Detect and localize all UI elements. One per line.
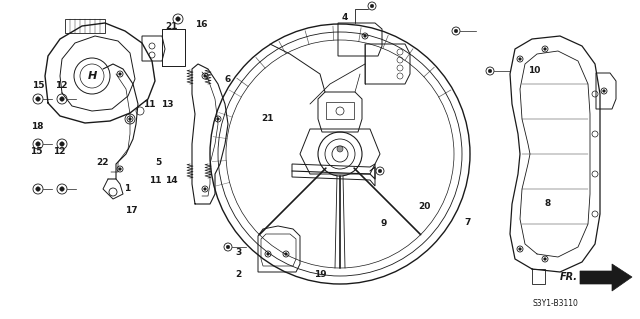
Circle shape (370, 4, 374, 8)
Text: 15: 15 (30, 147, 43, 156)
Text: 7: 7 (464, 218, 470, 227)
Text: FR.: FR. (560, 272, 578, 282)
Circle shape (603, 90, 605, 92)
Circle shape (60, 97, 64, 101)
Circle shape (285, 253, 287, 255)
Circle shape (36, 142, 40, 146)
Text: 1: 1 (124, 184, 130, 193)
Text: 22: 22 (96, 158, 109, 167)
Text: 5: 5 (156, 158, 162, 167)
Circle shape (518, 58, 522, 60)
Circle shape (36, 187, 40, 191)
Text: 4: 4 (341, 13, 348, 22)
Text: 15: 15 (32, 81, 45, 90)
Text: 13: 13 (161, 100, 174, 109)
Circle shape (454, 29, 458, 33)
Text: 12: 12 (53, 147, 66, 156)
Circle shape (337, 146, 343, 152)
Text: H: H (88, 71, 97, 81)
Circle shape (118, 168, 122, 170)
Text: 16: 16 (195, 20, 208, 29)
Text: 21: 21 (261, 114, 274, 122)
Circle shape (118, 73, 122, 75)
Circle shape (267, 253, 269, 255)
Text: 18: 18 (31, 122, 44, 130)
Circle shape (543, 258, 547, 260)
Circle shape (364, 35, 366, 37)
Circle shape (129, 118, 131, 120)
Circle shape (60, 187, 64, 191)
Polygon shape (580, 264, 632, 291)
Circle shape (204, 75, 206, 77)
Text: 20: 20 (418, 202, 431, 211)
Text: 17: 17 (125, 206, 138, 215)
Circle shape (488, 69, 492, 73)
Text: 2: 2 (235, 271, 241, 279)
Text: S3Y1-B3110: S3Y1-B3110 (532, 300, 578, 308)
Circle shape (378, 169, 382, 173)
Text: 11: 11 (143, 100, 156, 109)
Circle shape (518, 248, 522, 250)
Text: 6: 6 (224, 75, 230, 84)
Circle shape (60, 142, 64, 146)
Text: 21: 21 (165, 22, 178, 31)
Text: 3: 3 (236, 248, 242, 257)
Text: 12: 12 (54, 81, 67, 90)
Circle shape (217, 118, 220, 120)
Text: 11: 11 (149, 176, 162, 185)
Text: 10: 10 (528, 66, 541, 75)
Circle shape (36, 97, 40, 101)
Text: 14: 14 (164, 176, 177, 185)
Text: 8: 8 (544, 199, 550, 208)
Text: 9: 9 (381, 219, 387, 228)
Text: 19: 19 (314, 270, 326, 279)
Circle shape (176, 17, 180, 21)
Circle shape (226, 245, 230, 249)
Circle shape (204, 188, 206, 190)
Circle shape (543, 48, 547, 50)
